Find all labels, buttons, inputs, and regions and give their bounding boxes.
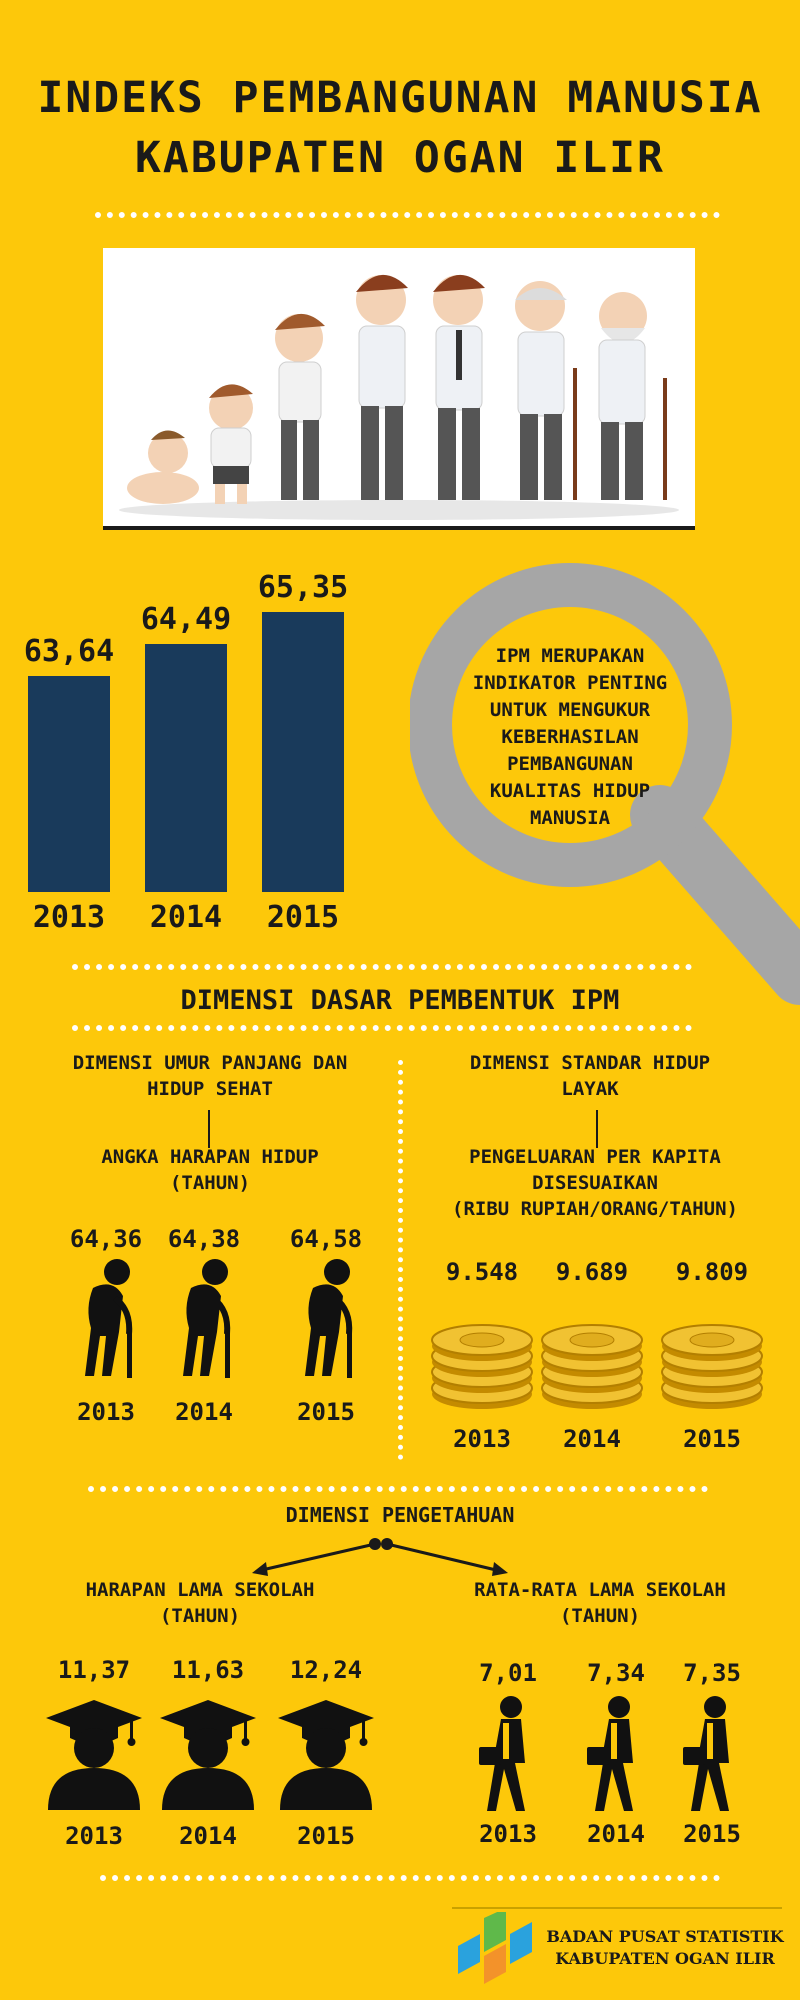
stat-value: 7,34 bbox=[587, 1659, 645, 1687]
bar-2015 bbox=[262, 612, 344, 892]
stat-value: 9.689 bbox=[555, 1258, 629, 1286]
living-title: DIMENSI STANDAR HIDUP LAYAK bbox=[469, 1052, 711, 1100]
stat-year: 2014 bbox=[563, 1425, 621, 1453]
student-walking-icon bbox=[473, 1695, 543, 1819]
stat-year: 2015 bbox=[683, 1820, 741, 1848]
stat-value: 64,36 bbox=[69, 1225, 143, 1253]
divider bbox=[72, 1025, 692, 1031]
bar-2013 bbox=[28, 675, 110, 892]
toddler-figure bbox=[209, 384, 253, 504]
bar-year-label: 2015 bbox=[266, 900, 340, 935]
stat-value: 11,37 bbox=[57, 1656, 131, 1684]
branch-arrows-icon bbox=[252, 1538, 508, 1576]
bar-year-label: 2013 bbox=[32, 900, 106, 935]
page-subtitle: KABUPATEN OGAN ILIR bbox=[135, 133, 665, 183]
student-walking-icon bbox=[581, 1695, 651, 1819]
footer-org: BADAN PUSAT STATISTIK KABUPATEN OGAN ILI… bbox=[546, 1927, 784, 1968]
stat-value: 11,63 bbox=[171, 1656, 245, 1684]
stat-year: 2013 bbox=[479, 1820, 537, 1848]
stat-value: 64,38 bbox=[167, 1225, 241, 1253]
expected-schooling-label: HARAPAN LAMA SEKOLAH (TAHUN) bbox=[85, 1579, 315, 1627]
coin-stack-icon bbox=[657, 1300, 767, 1414]
stat-year: 2013 bbox=[65, 1822, 123, 1850]
divider bbox=[72, 964, 692, 970]
student-walking-icon bbox=[677, 1695, 747, 1819]
stat-year: 2013 bbox=[77, 1398, 135, 1426]
ipm-bar-chart: 63,64 2013 64,49 2014 65,35 2015 bbox=[0, 560, 400, 940]
stat-year: 2015 bbox=[297, 1398, 355, 1426]
stat-value: 7,01 bbox=[479, 1659, 537, 1687]
living-indicator: PENGELUARAN PER KAPITA DISESUAIKAN (RIBU… bbox=[452, 1146, 738, 1220]
adult-figure bbox=[433, 274, 485, 500]
bar-2014 bbox=[145, 644, 227, 892]
bps-logo-icon bbox=[458, 1912, 532, 1984]
stat-year: 2014 bbox=[179, 1822, 237, 1850]
coin-stack-icon bbox=[537, 1300, 647, 1414]
dimensions-heading: DIMENSI DASAR PEMBENTUK IPM bbox=[180, 985, 620, 1016]
stat-year: 2013 bbox=[453, 1425, 511, 1453]
elderly-person-icon bbox=[291, 1258, 361, 1382]
stat-value: 9.548 bbox=[445, 1258, 519, 1286]
stat-year: 2015 bbox=[683, 1425, 741, 1453]
divider bbox=[88, 1486, 708, 1492]
graduate-icon bbox=[276, 1700, 376, 1814]
stat-value: 7,35 bbox=[683, 1659, 741, 1687]
elderly-person-icon bbox=[169, 1258, 239, 1382]
bar-value-label: 64,49 bbox=[140, 602, 232, 638]
knowledge-title: DIMENSI PENGETAHUAN bbox=[285, 1503, 515, 1527]
child-figure bbox=[275, 313, 325, 500]
stat-year: 2014 bbox=[587, 1820, 645, 1848]
stat-year: 2015 bbox=[297, 1822, 355, 1850]
bar-value-label: 65,35 bbox=[257, 570, 349, 605]
stat-value: 64,58 bbox=[289, 1225, 363, 1253]
magnifier-icon bbox=[410, 563, 800, 1005]
stat-year: 2014 bbox=[175, 1398, 233, 1426]
divider bbox=[95, 212, 720, 218]
divider bbox=[100, 1875, 720, 1881]
life-stages-illustration bbox=[103, 248, 695, 530]
stat-value: 12,24 bbox=[289, 1656, 363, 1684]
health-indicator: ANGKA HARAPAN HIDUP (TAHUN) bbox=[101, 1146, 319, 1194]
graduate-icon bbox=[158, 1700, 258, 1814]
coin-stack-icon bbox=[427, 1300, 537, 1414]
footer-rule bbox=[452, 1907, 782, 1909]
health-title: DIMENSI UMUR PANJANG DAN HIDUP SEHAT bbox=[72, 1052, 348, 1100]
older-man-figure bbox=[515, 281, 577, 500]
connector-line bbox=[596, 1110, 598, 1148]
mean-schooling-label: RATA-RATA LAMA SEKOLAH (TAHUN) bbox=[474, 1579, 726, 1627]
graduate-icon bbox=[44, 1700, 144, 1814]
stat-value: 9.809 bbox=[675, 1258, 749, 1286]
page-title: INDEKS PEMBANGUNAN MANUSIA bbox=[37, 73, 763, 123]
elderly-man-figure bbox=[598, 292, 667, 500]
vertical-divider bbox=[398, 1060, 403, 1460]
magnifier-text: IPM MERUPAKAN INDIKATOR PENTING UNTUK ME… bbox=[472, 645, 668, 829]
baby-figure bbox=[127, 430, 199, 504]
bar-year-label: 2014 bbox=[149, 900, 223, 935]
connector-line bbox=[208, 1110, 210, 1148]
elderly-person-icon bbox=[71, 1258, 141, 1382]
teen-figure bbox=[356, 274, 408, 500]
bar-value-label: 63,64 bbox=[23, 633, 115, 669]
